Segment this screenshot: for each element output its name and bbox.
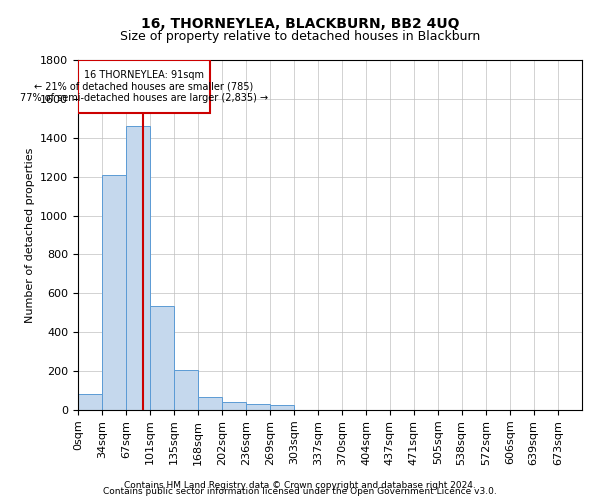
Bar (126, 126, 150, 410)
Bar (78, 60, 210, 112)
Bar (198, 398, 222, 410)
Text: Size of property relative to detached houses in Blackburn: Size of property relative to detached ho… (120, 30, 480, 43)
Bar (78, 394, 102, 410)
Bar (222, 402, 246, 410)
Text: 16 THORNEYLEA: 91sqm
← 21% of detached houses are smaller (785)
77% of semi-deta: 16 THORNEYLEA: 91sqm ← 21% of detached h… (20, 70, 268, 103)
Text: Contains public sector information licensed under the Open Government Licence v3: Contains public sector information licen… (103, 488, 497, 496)
Bar (246, 404, 270, 410)
Y-axis label: Number of detached properties: Number of detached properties (25, 148, 35, 322)
Bar (102, 174, 126, 410)
Bar (150, 306, 174, 410)
Text: 16, THORNEYLEA, BLACKBURN, BB2 4UQ: 16, THORNEYLEA, BLACKBURN, BB2 4UQ (141, 18, 459, 32)
Text: Contains HM Land Registry data © Crown copyright and database right 2024.: Contains HM Land Registry data © Crown c… (124, 481, 476, 490)
Bar (270, 405, 294, 410)
Bar (174, 370, 198, 410)
